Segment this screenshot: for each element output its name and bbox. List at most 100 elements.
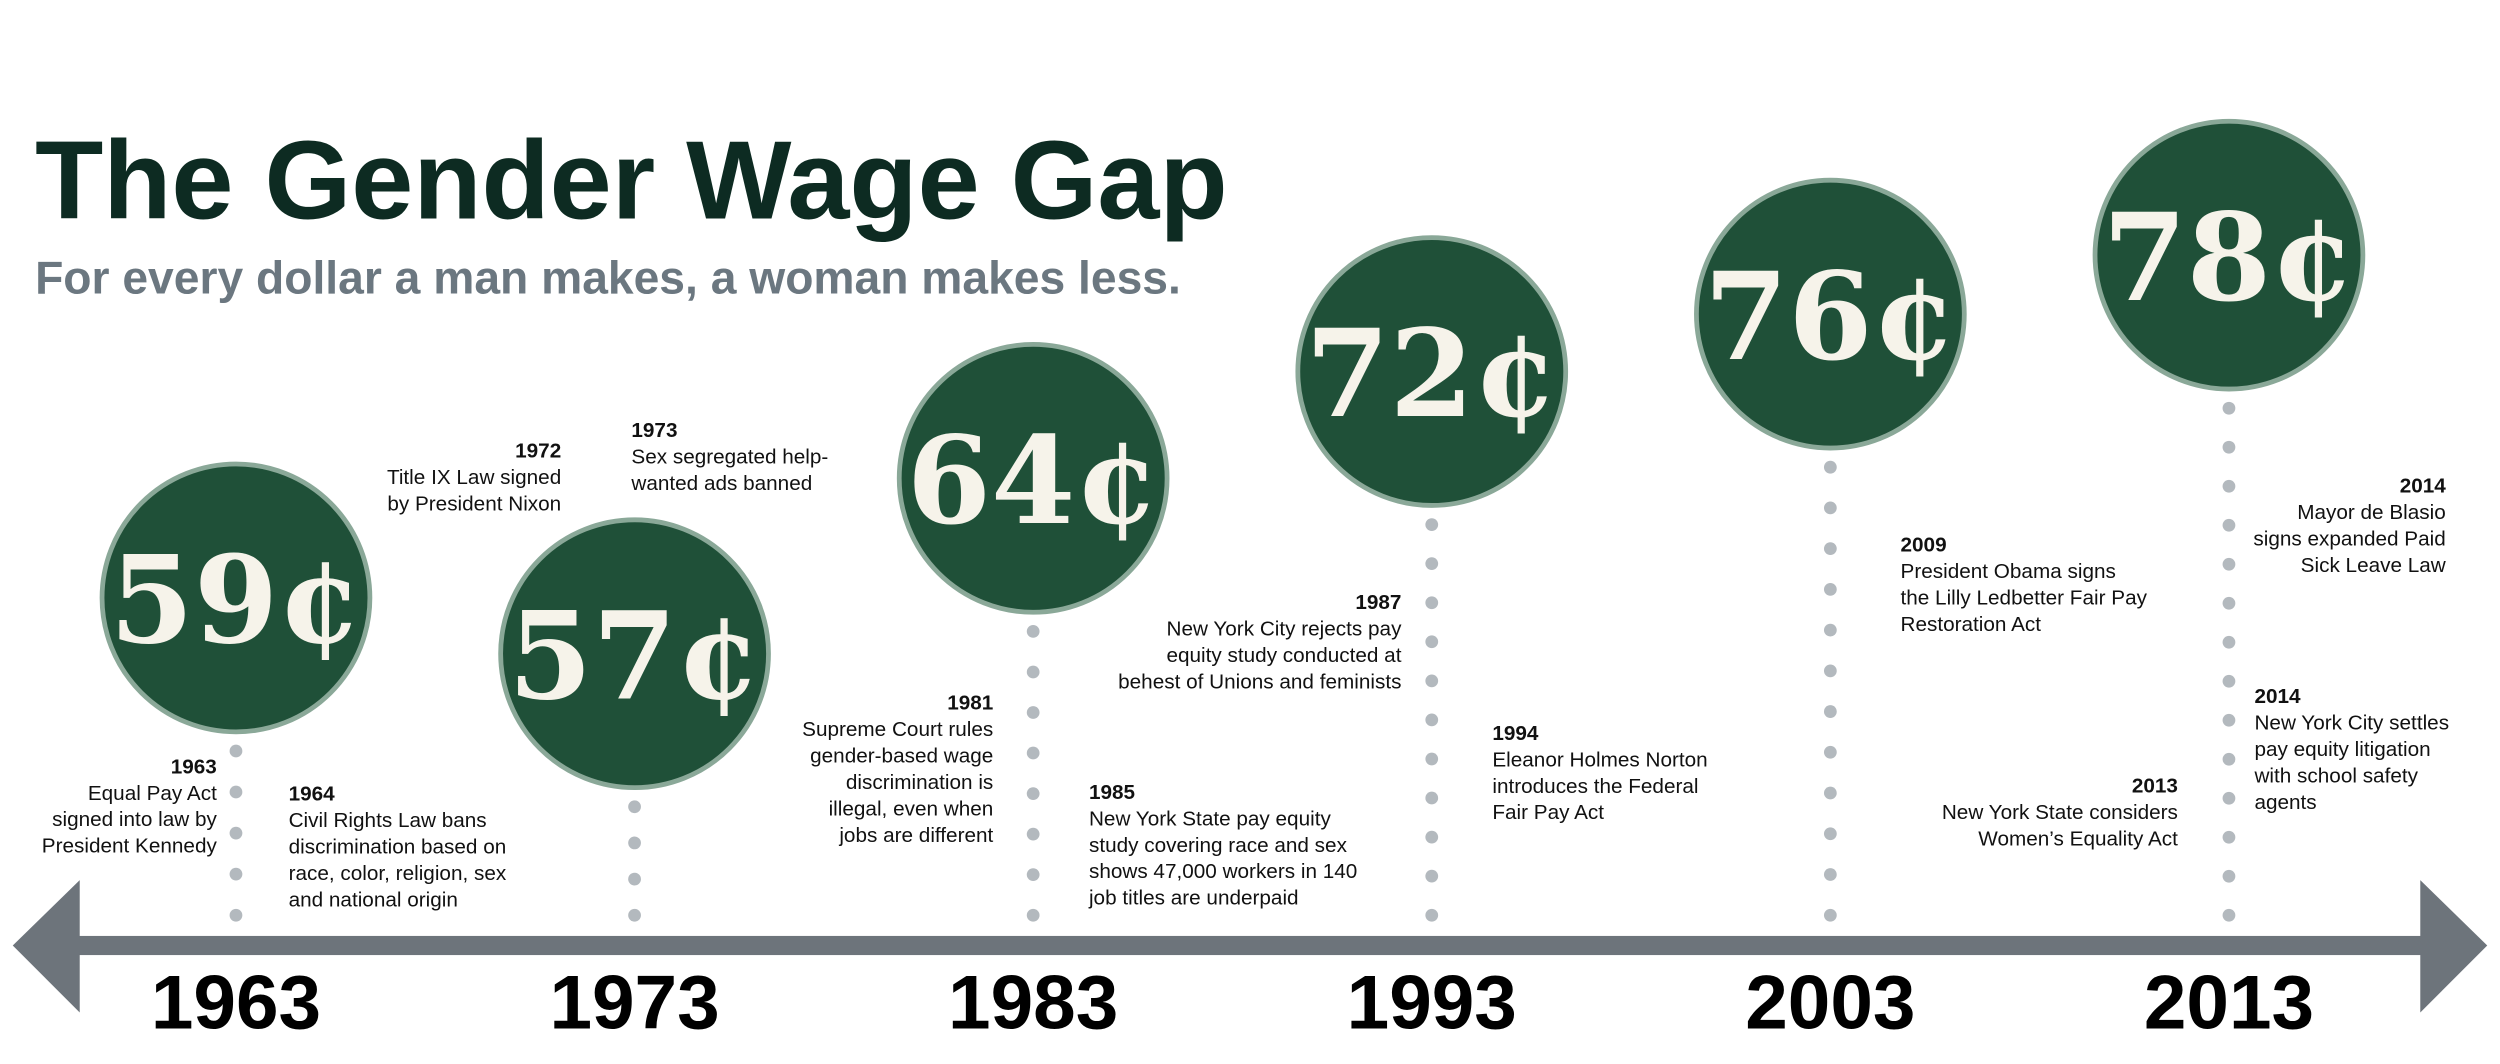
timeline-dot <box>1026 625 1040 638</box>
timeline-dot <box>1823 460 1837 474</box>
event-text: discrimination is <box>846 771 993 794</box>
timeline-dot <box>1425 674 1439 688</box>
timeline-dot <box>1823 623 1837 637</box>
wage-circle <box>896 342 1170 615</box>
event-text: equity study conducted at <box>1166 644 1401 667</box>
year-label: 1963 <box>151 960 321 1045</box>
event-text: Sick Leave Law <box>2301 554 2447 577</box>
timeline-dot <box>1425 557 1439 571</box>
event-year: 1972 <box>515 440 561 463</box>
event-text: Equal Pay Act <box>88 782 217 805</box>
timeline-dot <box>1425 713 1439 727</box>
timeline-dot <box>2222 713 2236 727</box>
year-label: 2003 <box>1745 960 1915 1045</box>
timeline-dot <box>2222 596 2236 610</box>
event-year: 1987 <box>1355 591 1401 614</box>
timeline-dot <box>1823 582 1837 596</box>
timeline-dot <box>1823 868 1837 881</box>
event-text: Civil Rights Law bans <box>289 809 487 832</box>
arrow-right <box>2420 880 2488 1013</box>
timeline-dot <box>2222 830 2236 844</box>
timeline-dot <box>1026 827 1040 841</box>
year-label: 1973 <box>549 960 719 1045</box>
timeline-dot <box>1425 752 1439 766</box>
event-text: and national origin <box>289 888 458 911</box>
timeline-dot <box>2222 908 2236 922</box>
wage-label: 76¢ <box>1704 245 1957 388</box>
event-text: introduces the Federal <box>1492 775 1698 798</box>
wage-label: 72¢ <box>1305 302 1558 445</box>
timeline-dot <box>1026 706 1040 719</box>
timeline-dot <box>628 800 641 814</box>
timeline-dot <box>1425 518 1439 531</box>
timeline-dot <box>1026 787 1040 800</box>
event-text: by President Nixon <box>387 493 561 516</box>
event-text: New York State pay equity <box>1089 807 1332 830</box>
wage-circle <box>498 517 771 791</box>
year-label: 1983 <box>948 960 1118 1045</box>
event-year: 1964 <box>289 782 336 805</box>
timeline-dot <box>2222 674 2236 688</box>
timeline-dot <box>2222 440 2236 454</box>
timeline-dot <box>2222 869 2236 883</box>
timeline-dot <box>1026 665 1040 679</box>
event-text: signs expanded Paid <box>2253 528 2445 551</box>
wage-circle <box>2092 118 2366 392</box>
wage-label: 59¢ <box>110 529 363 672</box>
event-text: study covering race and sex <box>1089 834 1348 857</box>
timeline-dot <box>229 744 243 758</box>
timeline-dot <box>229 785 243 799</box>
event-text: pay equity litigation <box>2254 738 2430 761</box>
subtitle: For every dollar a man makes, a woman ma… <box>35 251 1181 303</box>
event-year: 2013 <box>2132 774 2178 797</box>
timeline-bar <box>63 935 2440 956</box>
timeline-dot <box>1823 705 1837 718</box>
timeline-dot <box>1823 501 1837 515</box>
event-year: 1985 <box>1089 781 1135 804</box>
event-text: President Obama signs <box>1901 560 2116 583</box>
event-text: Mayor de Blasio <box>2297 501 2446 524</box>
timeline-dot <box>1425 635 1439 649</box>
timeline-dot <box>229 826 243 840</box>
event-text: discrimination based on <box>289 835 507 858</box>
event-text: Women’s Equality Act <box>1978 827 2178 850</box>
timeline-dot <box>628 908 641 922</box>
wage-label: 64¢ <box>907 409 1160 552</box>
event-text: race, color, religion, sex <box>289 862 507 885</box>
timeline-dot <box>1823 786 1837 800</box>
timeline-dot <box>628 836 641 850</box>
event-text: behest of Unions and feminists <box>1118 670 1401 693</box>
event-text: agents <box>2254 791 2316 814</box>
wage-label: 78¢ <box>2103 186 2356 329</box>
timeline-dot <box>1823 827 1837 841</box>
wage-label: 57¢ <box>508 584 761 727</box>
wage-circle <box>1694 177 1967 451</box>
event-year: 2014 <box>2400 475 2447 498</box>
event-text: jobs are different <box>838 824 993 847</box>
timeline-dot <box>1823 745 1837 759</box>
title: The Gender Wage Gap <box>35 117 1228 242</box>
timeline-dot <box>1026 908 1040 922</box>
timeline-dot <box>1026 746 1040 760</box>
timeline-dot <box>2222 401 2236 415</box>
timeline-dot <box>1425 596 1439 610</box>
event-text: New York State considers <box>1942 801 2178 824</box>
timeline-dot <box>1823 664 1837 678</box>
event-year: 2009 <box>1901 534 1947 557</box>
event-text: illegal, even when <box>829 797 994 820</box>
timeline-dot <box>229 867 243 881</box>
event-text: President Kennedy <box>42 835 218 858</box>
event-year: 2014 <box>2254 685 2301 708</box>
event-text: with school safety <box>2253 765 2418 788</box>
event-year: 1963 <box>171 755 217 778</box>
event-text: wanted ads banned <box>630 472 812 495</box>
timeline-dot <box>1425 791 1439 805</box>
event-text: Sex segregated help- <box>631 445 828 468</box>
event-text: New York City settles <box>2254 712 2449 735</box>
timeline-dot <box>2222 791 2236 805</box>
event-text: Supreme Court rules <box>802 718 993 741</box>
event-text: Restoration Act <box>1901 613 2042 636</box>
event-text: signed into law by <box>52 808 217 831</box>
event-text: job titles are underpaid <box>1088 887 1299 910</box>
